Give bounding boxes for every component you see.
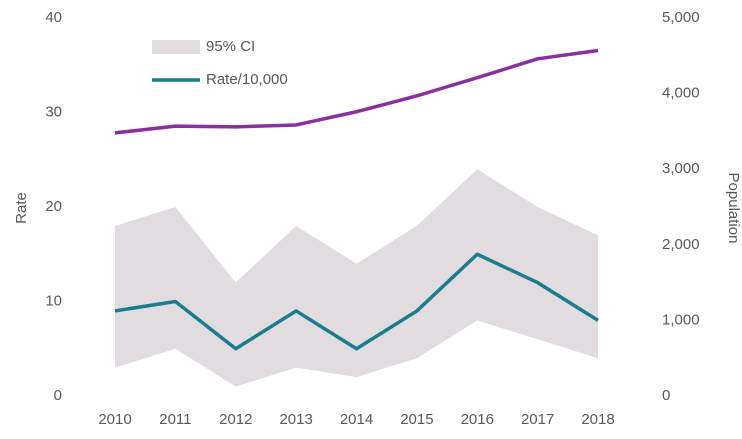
y-axis-label: Rate (13, 192, 30, 224)
y-tick-label: 10 (45, 292, 62, 309)
x-tick-label: 2018 (581, 411, 614, 428)
x-tick-label: 2017 (521, 411, 554, 428)
y2-axis-label: Population (725, 173, 742, 244)
y-tick-label: 0 (54, 387, 62, 404)
y-tick-label: 20 (45, 198, 62, 215)
legend-label: Rate/10,000 (206, 71, 288, 88)
y2-tick-label: 0 (662, 387, 670, 404)
x-tick-label: 2011 (159, 411, 191, 428)
y2-tick-label: 4,000 (662, 85, 700, 102)
y-tick-label: 40 (45, 9, 62, 26)
x-tick-label: 2013 (279, 411, 312, 428)
x-tick-label: 2014 (340, 411, 373, 428)
y2-tick-label: 1,000 (662, 311, 700, 328)
y2-tick-label: 2,000 (662, 236, 700, 253)
y2-tick-label: 3,000 (662, 160, 700, 177)
x-tick-label: 2010 (98, 411, 131, 428)
x-tick-label: 2016 (461, 411, 494, 428)
x-tick-label: 2012 (219, 411, 252, 428)
y2-tick-label: 5,000 (662, 9, 700, 26)
line (114, 252, 599, 351)
line (114, 48, 599, 135)
legend-label: 95% CI (206, 38, 255, 55)
x-tick-label: 2015 (400, 411, 433, 428)
y-tick-label: 30 (45, 103, 62, 120)
ci-band (115, 169, 598, 387)
legend-swatch (152, 40, 200, 54)
